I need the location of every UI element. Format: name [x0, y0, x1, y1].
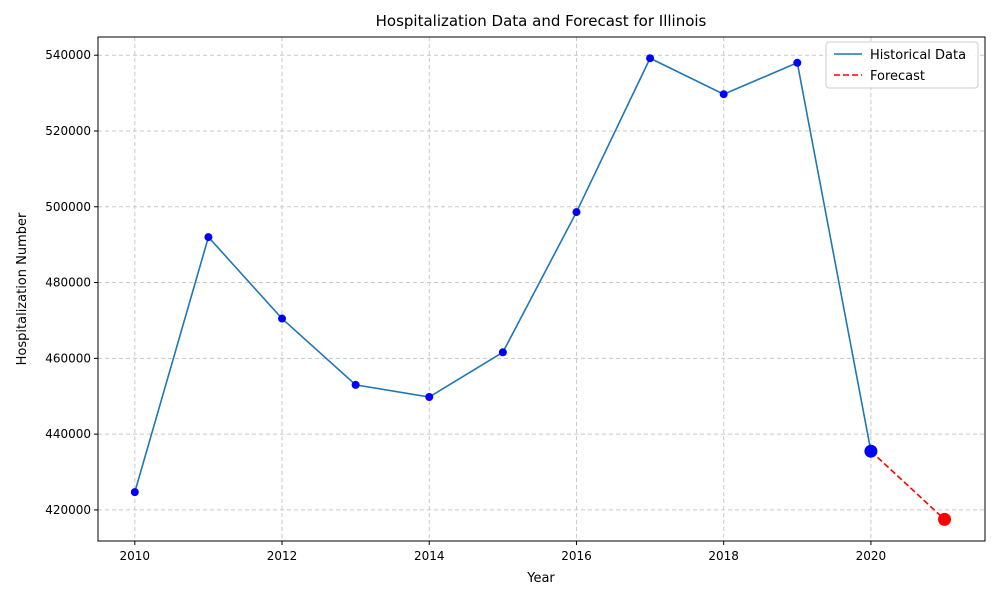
x-tick-label: 2020	[856, 549, 887, 563]
x-tick-label: 2014	[414, 549, 445, 563]
legend: Historical Data Forecast	[825, 41, 979, 89]
legend-box	[825, 41, 979, 89]
grid	[98, 37, 985, 541]
historical-point	[719, 90, 728, 99]
historical-point	[498, 348, 507, 357]
chart-title: Hospitalization Data and Forecast for Il…	[376, 12, 707, 30]
x-tick-label: 2018	[708, 549, 739, 563]
x-axis-title: Year	[526, 571, 555, 586]
forecast-line	[870, 450, 946, 520]
y-tick-label: 540000	[45, 48, 91, 62]
legend-forecast-label: Forecast	[870, 69, 925, 84]
forecast-point	[938, 512, 952, 526]
x-tick-label: 2012	[267, 549, 298, 563]
historical-last-point	[864, 444, 878, 458]
historical-point	[130, 488, 139, 497]
y-tick-label: 440000	[45, 427, 91, 441]
axes: 2010 2012 2014 2016 2018 2020 420000 440000 4600…	[45, 48, 886, 563]
series-layer	[130, 54, 952, 526]
historical-point	[425, 393, 434, 401]
historical-point	[572, 208, 581, 217]
y-tick-label: 420000	[45, 503, 91, 517]
historical-point	[278, 314, 287, 323]
x-tick-label: 2016	[561, 549, 592, 563]
legend-historical-label: Historical Data	[870, 48, 966, 63]
y-tick-label: 500000	[45, 200, 91, 214]
historical-point	[793, 58, 802, 67]
y-axis-title: Hospitalization Number	[15, 212, 30, 365]
y-tick-label: 480000	[45, 276, 91, 290]
x-tick-label: 2010	[120, 549, 151, 563]
historical-point	[351, 380, 360, 389]
y-tick-label: 520000	[45, 124, 91, 138]
y-tick-label: 460000	[45, 351, 91, 365]
historical-point	[204, 233, 213, 242]
plot-frame	[97, 36, 986, 542]
historical-point	[646, 54, 655, 63]
